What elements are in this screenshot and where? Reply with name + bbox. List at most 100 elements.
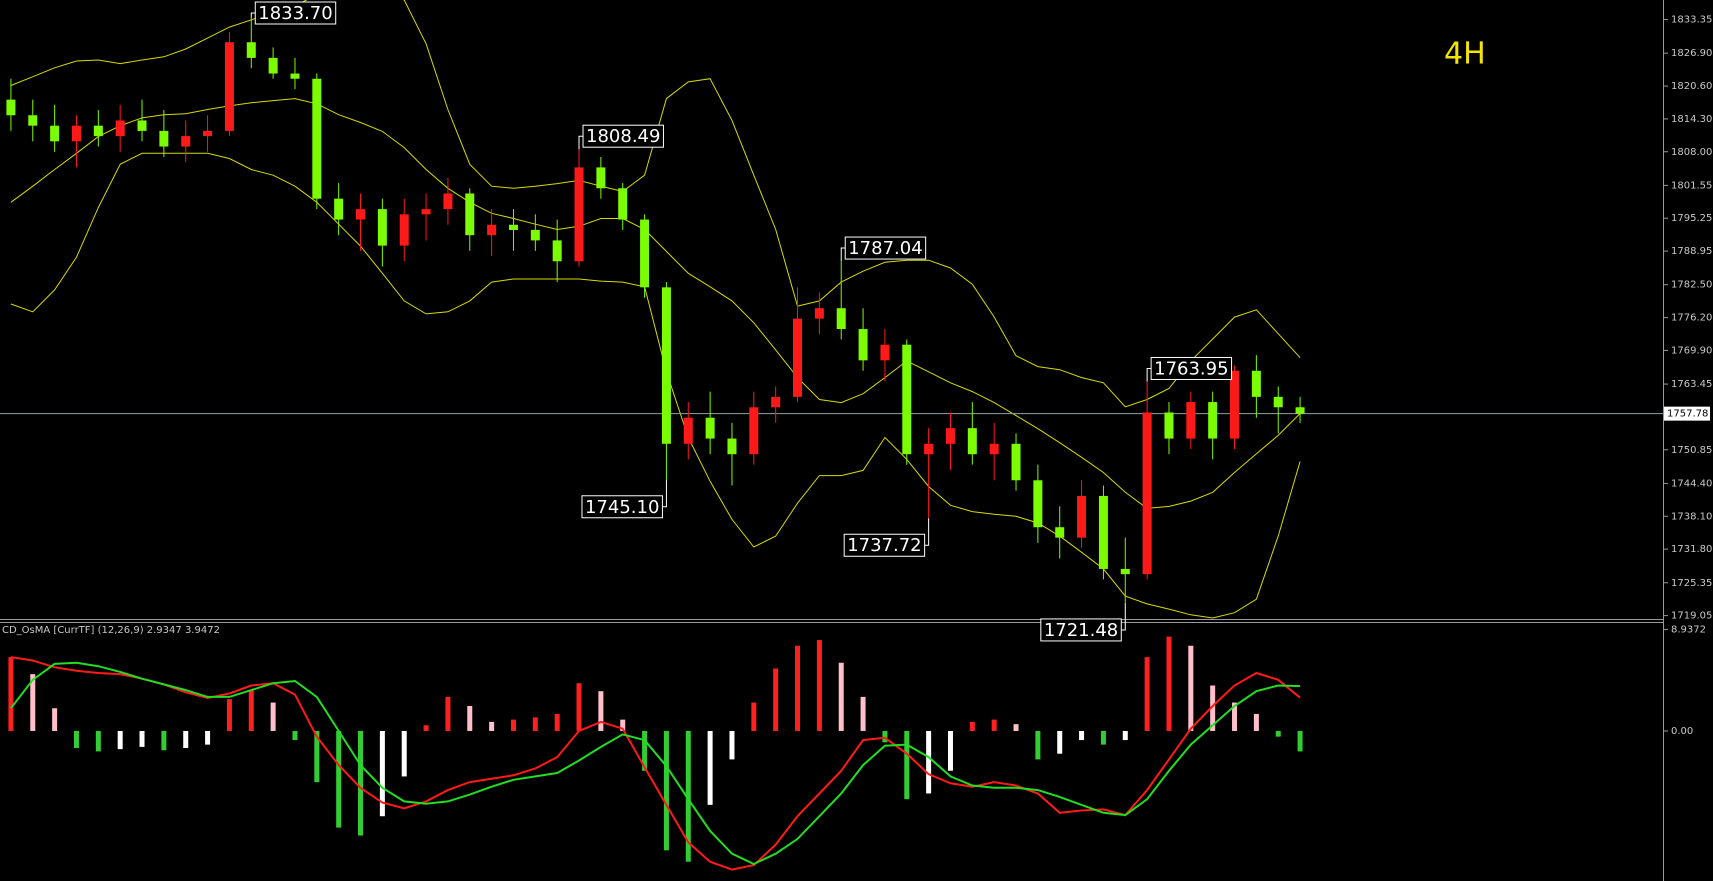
candle-body (508, 224, 518, 230)
candle-body (1011, 443, 1021, 481)
price-annotation: 1787.04 (848, 238, 922, 259)
candle-body (399, 214, 409, 246)
histogram-bar (576, 683, 582, 731)
candle-body (1164, 412, 1174, 439)
candle-body (1230, 370, 1240, 439)
histogram-bar (685, 730, 691, 862)
candle-body (1055, 527, 1065, 538)
histogram-bar (642, 730, 648, 771)
price-annotation: 1763.95 (1154, 358, 1228, 379)
candle-body (989, 443, 999, 455)
histogram-bar (161, 730, 167, 751)
candle-body (1142, 412, 1152, 575)
candle-body (683, 417, 693, 444)
histogram-bar (183, 730, 189, 749)
histogram-bar (991, 719, 997, 731)
annotation-connector (1146, 367, 1152, 382)
histogram-bar (838, 662, 844, 731)
histogram-bar (248, 690, 254, 731)
histogram-bar (1253, 713, 1259, 731)
histogram-bar (205, 730, 211, 745)
candle-body (749, 407, 759, 455)
candle-body (1251, 370, 1261, 397)
price-annotation: 1737.72 (847, 535, 921, 556)
candle-body (574, 167, 584, 262)
y-tick-label: 1808.00 (1671, 147, 1712, 158)
indicator-line (10, 661, 1301, 866)
candle-body (793, 318, 803, 397)
histogram-bar (510, 719, 516, 731)
current-price-box (1664, 406, 1710, 421)
y-tick-label: 1833.35 (1671, 15, 1712, 26)
histogram-bar (1013, 724, 1019, 731)
histogram-bar (1188, 645, 1194, 731)
candle-body (28, 115, 38, 126)
candle-body (487, 224, 497, 236)
annotation-connector (840, 247, 846, 262)
histogram-bar (1057, 730, 1063, 754)
histogram-bar (52, 708, 58, 731)
candle-body (967, 428, 977, 455)
histogram-bar (1144, 657, 1150, 731)
histogram-bar (292, 730, 298, 741)
candle-body (181, 136, 191, 147)
histogram-bar (620, 719, 626, 731)
candle-body (356, 209, 366, 220)
histogram-bar (947, 730, 953, 771)
histogram-bar (860, 696, 866, 731)
histogram-bar (795, 645, 801, 731)
y-tick-label: 1801.55 (1671, 180, 1712, 191)
histogram-bar (751, 702, 757, 731)
candle-body (443, 193, 453, 210)
candle-body (334, 198, 344, 220)
candle-body (312, 78, 322, 199)
timeframe-label: 4H (1444, 37, 1486, 72)
candle-body (902, 344, 912, 455)
histogram-bar (314, 730, 320, 783)
candle-body (1033, 480, 1043, 528)
current-price-label: 1757.78 (1667, 409, 1708, 420)
candle-body (924, 443, 934, 455)
indicator-line (10, 656, 1301, 871)
y-tick-label: 1744.40 (1671, 478, 1712, 489)
histogram-bar (1100, 730, 1106, 745)
histogram-bar (30, 674, 36, 731)
histogram-bar (904, 730, 910, 800)
histogram-bar (926, 730, 932, 794)
y-tick-label: 1769.90 (1671, 345, 1712, 356)
annotation-connector (1121, 602, 1126, 631)
candle-body (771, 396, 781, 408)
histogram-bar (554, 713, 560, 731)
histogram-bar (336, 730, 342, 828)
histogram-bar (1035, 730, 1041, 760)
y-tick-label: 8.9372 (1671, 624, 1706, 635)
candle-body (836, 308, 846, 330)
y-tick-label: 0.00 (1671, 726, 1693, 737)
candle-body (421, 209, 431, 215)
histogram-bar (379, 730, 385, 817)
candle-body (1120, 568, 1130, 575)
histogram-bar (401, 730, 407, 777)
y-tick-label: 1826.90 (1671, 48, 1712, 59)
candle-body (224, 42, 234, 131)
candle-body (268, 57, 278, 74)
candle-body (6, 99, 16, 116)
candle-body (814, 308, 824, 319)
candle-body (1077, 495, 1087, 538)
y-tick-label: 1763.45 (1671, 379, 1712, 390)
candle-body (1273, 396, 1283, 408)
candle-body (552, 240, 562, 262)
histogram-bar (445, 696, 451, 731)
histogram-bar (270, 702, 276, 731)
candle-body (880, 344, 890, 361)
y-tick-label: 1719.05 (1671, 611, 1712, 622)
y-tick-label: 1782.50 (1671, 280, 1712, 291)
histogram-bar (1122, 730, 1128, 741)
candle-body (705, 417, 715, 439)
histogram-bar (423, 725, 429, 731)
candle-body (137, 120, 147, 131)
candle-body (246, 42, 256, 58)
histogram-bar (729, 730, 735, 760)
y-tick-label: 1750.85 (1671, 445, 1712, 456)
